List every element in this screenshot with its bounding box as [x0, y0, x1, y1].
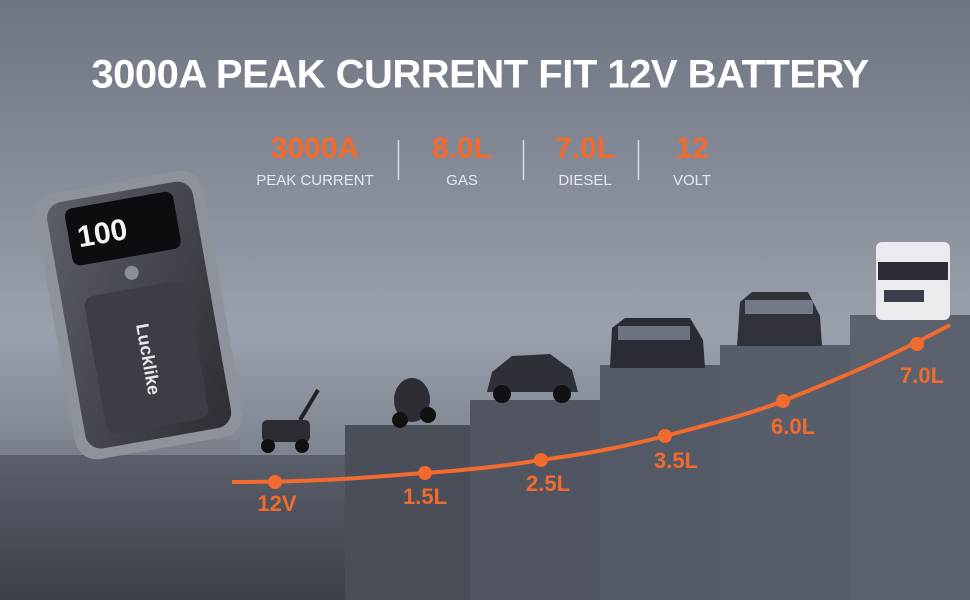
step-label: 7.0L — [900, 363, 944, 388]
sedan — [487, 354, 578, 403]
stair — [470, 400, 610, 600]
spec-value: 8.0L — [432, 132, 492, 165]
spec-label: VOLT — [673, 172, 711, 189]
spec-label: PEAK CURRENT — [256, 172, 374, 189]
step-dot — [910, 337, 924, 351]
spec-value: 12 — [675, 132, 708, 165]
lawn-mower — [261, 388, 320, 453]
step-dot — [658, 429, 672, 443]
stair — [600, 365, 730, 600]
step-label: 3.5L — [654, 448, 698, 473]
stair — [345, 425, 470, 600]
step-label: 12V — [257, 491, 296, 516]
steps: 12V 1.5L 2.5L 3.5L 6.0L 7.0L — [257, 337, 944, 516]
spec-label: DIESEL — [558, 172, 611, 189]
rv — [876, 242, 950, 320]
step-dot — [534, 453, 548, 467]
step-dot — [268, 475, 282, 489]
jump-starter: 100 Lucklike — [35, 170, 243, 460]
stair — [720, 345, 860, 600]
spec-label: GAS — [446, 172, 478, 189]
stair — [850, 315, 970, 600]
step-label: 2.5L — [526, 471, 570, 496]
spec-value: 7.0L — [555, 132, 615, 165]
title: 3000A PEAK CURRENT FIT 12V BATTERY — [91, 53, 869, 97]
truck — [737, 292, 822, 346]
capacity-curve — [231, 323, 951, 484]
spec-value: 3000A — [271, 132, 359, 165]
step-label: 6.0L — [771, 414, 815, 439]
step-dot — [418, 466, 432, 480]
motorcycle — [392, 378, 436, 428]
specs: 3000A PEAK CURRENT 8.0L GAS 7.0L DIESEL 12 VOLT — [256, 132, 711, 189]
suv — [610, 318, 705, 368]
step-dot — [776, 394, 790, 408]
step-label: 1.5L — [403, 484, 447, 509]
